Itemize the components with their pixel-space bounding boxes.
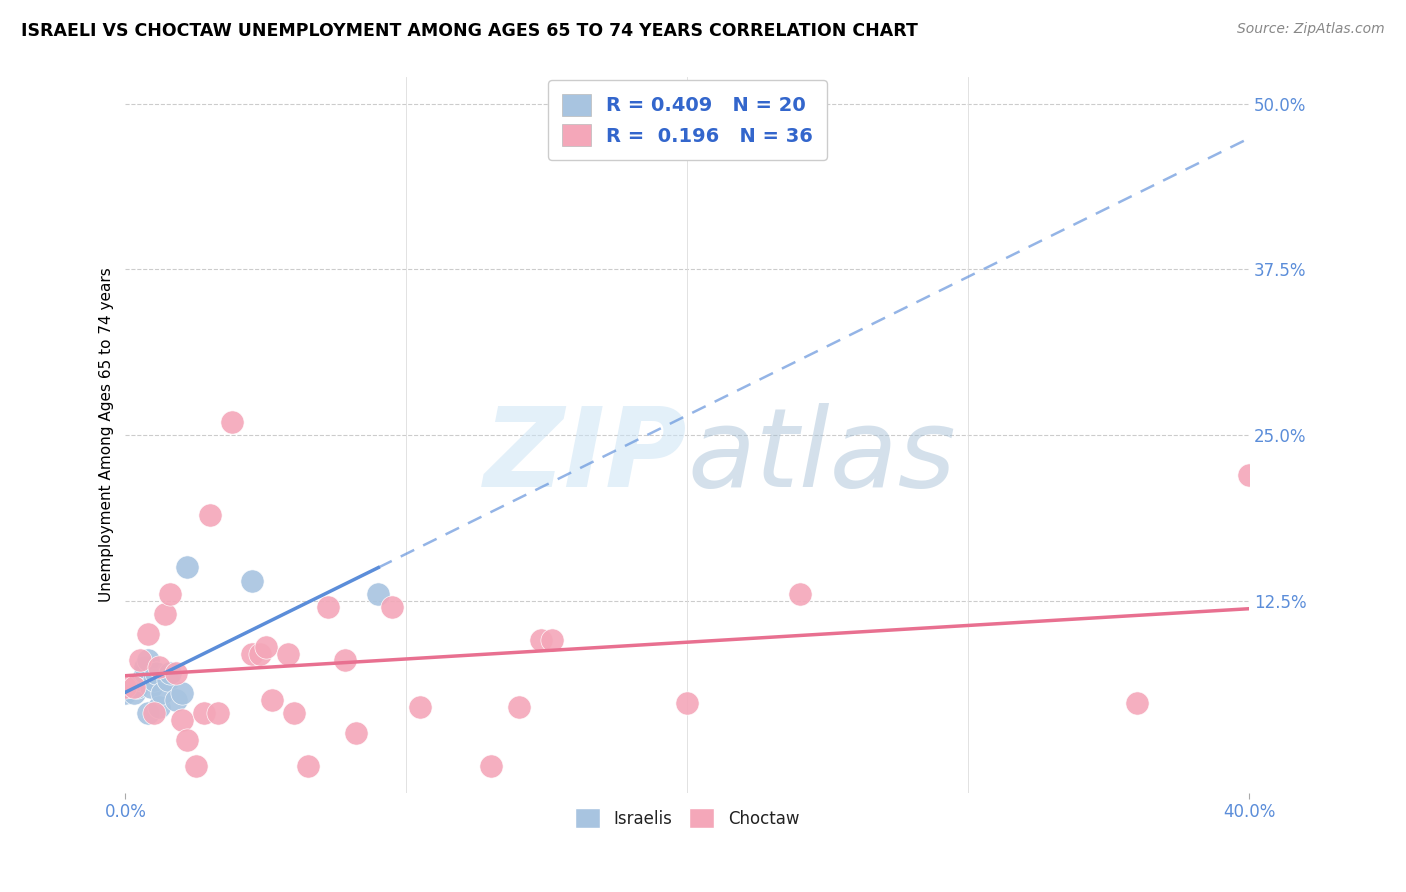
Point [479, 759, 502, 773]
Text: ISRAELI VS CHOCTAW UNEMPLOYMENT AMONG AGES 65 TO 74 YEARS CORRELATION CHART: ISRAELI VS CHOCTAW UNEMPLOYMENT AMONG AG… [21, 22, 918, 40]
Point [165, 666, 187, 681]
Point [530, 633, 553, 648]
Point [333, 653, 356, 667]
Point [148, 699, 170, 714]
Point [125, 680, 148, 694]
Point [134, 666, 156, 681]
Point [159, 587, 181, 601]
Point [508, 699, 530, 714]
Point [170, 686, 193, 700]
Point [789, 587, 811, 601]
Point [114, 686, 136, 700]
Point [156, 673, 179, 687]
Point [198, 508, 221, 522]
Point [344, 726, 367, 740]
Legend: Israelis, Choctaw: Israelis, Choctaw [569, 802, 806, 834]
Text: ZIP: ZIP [484, 403, 688, 510]
Point [142, 706, 165, 721]
Point [145, 666, 167, 681]
Point [249, 647, 271, 661]
Point [221, 415, 243, 429]
Point [134, 660, 156, 674]
Point [297, 759, 319, 773]
Text: atlas: atlas [688, 403, 956, 510]
Point [1237, 467, 1260, 482]
Point [153, 607, 176, 621]
Point [676, 696, 699, 710]
Y-axis label: Unemployment Among Ages 65 to 74 years: Unemployment Among Ages 65 to 74 years [100, 268, 114, 602]
Point [283, 706, 305, 721]
Point [114, 680, 136, 694]
Point [277, 647, 299, 661]
Point [122, 686, 145, 700]
Point [136, 626, 159, 640]
Point [1126, 696, 1149, 710]
Point [240, 647, 263, 661]
Point [165, 693, 187, 707]
Point [142, 673, 165, 687]
Point [170, 713, 193, 727]
Point [240, 574, 263, 588]
Point [136, 706, 159, 721]
Point [193, 706, 215, 721]
Point [409, 699, 432, 714]
Point [131, 673, 153, 687]
Point [176, 732, 198, 747]
Text: Source: ZipAtlas.com: Source: ZipAtlas.com [1237, 22, 1385, 37]
Point [260, 693, 283, 707]
Point [541, 633, 564, 648]
Point [207, 706, 229, 721]
Point [367, 587, 389, 601]
Point [254, 640, 277, 654]
Point [122, 680, 145, 694]
Point [176, 560, 198, 574]
Point [150, 686, 173, 700]
Point [128, 653, 150, 667]
Point [316, 600, 339, 615]
Point [139, 680, 162, 694]
Point [184, 759, 207, 773]
Point [148, 660, 170, 674]
Point [381, 600, 404, 615]
Point [159, 666, 181, 681]
Point [136, 653, 159, 667]
